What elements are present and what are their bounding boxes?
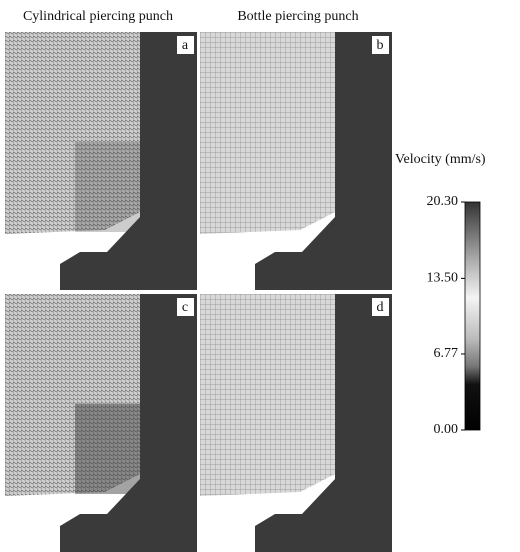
mesh-shade	[75, 404, 140, 494]
panel-label-box	[372, 36, 389, 54]
panel: a	[5, 32, 197, 290]
panel: d	[200, 294, 392, 552]
mesh-shade	[75, 142, 140, 232]
colorbar-tick-label: 0.00	[434, 422, 459, 437]
mesh-region	[200, 294, 335, 496]
mesh-region	[5, 294, 140, 496]
column-title: Bottle piercing punch	[237, 9, 358, 24]
colorbar-label: Velocity (mm/s)	[395, 152, 486, 167]
colorbar	[464, 201, 481, 431]
panel: c	[5, 294, 197, 552]
mesh-region	[5, 32, 140, 234]
panel-label-box	[177, 298, 194, 316]
panel-label-box	[372, 298, 389, 316]
column-title: Cylindrical piercing punch	[23, 9, 173, 24]
panel-label-box	[177, 36, 194, 54]
panel-label: b	[377, 38, 384, 53]
panel-label: c	[182, 300, 188, 315]
tool	[255, 294, 392, 552]
panel-label: a	[182, 38, 189, 53]
colorbar-tick-label: 6.77	[434, 346, 459, 361]
mesh-region	[200, 32, 335, 234]
tool	[60, 294, 197, 552]
colorbar-tick-label: 13.50	[427, 271, 459, 286]
colorbar-tick-label: 20.30	[427, 194, 459, 209]
tool	[255, 32, 392, 290]
panel: b	[200, 32, 392, 290]
tool	[60, 32, 197, 290]
panel-label: d	[377, 300, 384, 315]
